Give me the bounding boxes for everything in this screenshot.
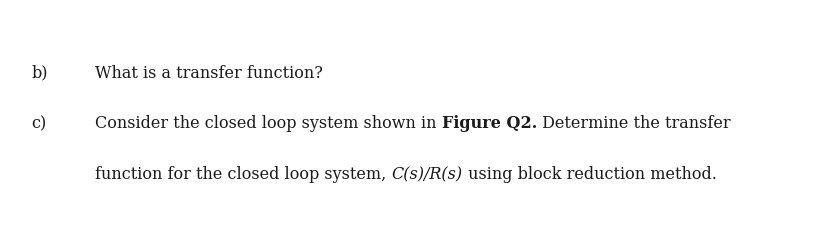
Text: Determine the transfer: Determine the transfer <box>537 116 730 133</box>
Text: What is a transfer function?: What is a transfer function? <box>95 65 323 82</box>
Text: c): c) <box>31 116 46 133</box>
Text: Consider the closed loop system shown in: Consider the closed loop system shown in <box>95 116 442 133</box>
Text: using block reduction method.: using block reduction method. <box>462 166 716 183</box>
Text: Figure Q2.: Figure Q2. <box>442 116 537 133</box>
Text: b): b) <box>31 65 48 82</box>
Text: function for the closed loop system,: function for the closed loop system, <box>95 166 391 183</box>
Text: C(s)/R(s): C(s)/R(s) <box>391 166 462 183</box>
